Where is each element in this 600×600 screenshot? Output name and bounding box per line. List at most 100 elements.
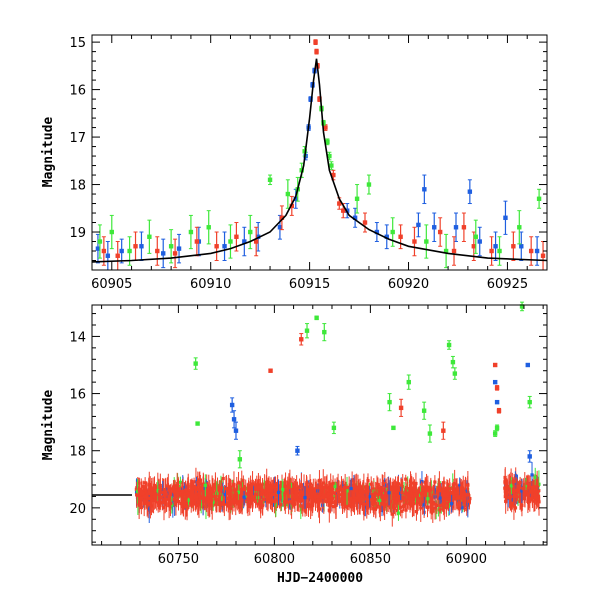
- band-point: [158, 479, 162, 504]
- band-point: [347, 500, 351, 511]
- blue-data-point: [494, 399, 500, 405]
- green-data-point: [450, 355, 456, 369]
- band-point: [198, 487, 202, 506]
- band-point: [205, 488, 209, 509]
- red-data-point: [253, 226, 259, 257]
- band-point: [360, 484, 364, 496]
- blue-data-point: [242, 226, 247, 257]
- red-data-point: [299, 333, 304, 346]
- green-data-point: [109, 214, 114, 250]
- band-point: [322, 488, 326, 514]
- band-point: [531, 481, 535, 502]
- blue-data-point: [374, 222, 380, 243]
- band-point: [218, 480, 222, 501]
- band-point: [295, 481, 300, 497]
- red-data-point: [133, 231, 138, 262]
- x-tick-label: 60750: [158, 552, 199, 567]
- band-point: [453, 469, 457, 499]
- red-data-point: [528, 236, 534, 266]
- band-point: [304, 496, 308, 514]
- green-data-point: [497, 236, 502, 266]
- band-point: [245, 483, 250, 505]
- green-data-point: [387, 393, 392, 412]
- model-curve: [91, 58, 548, 263]
- band-point: [156, 493, 160, 513]
- green-data-point: [452, 367, 458, 380]
- x-tick-label: 60925: [487, 277, 528, 292]
- bottom-panel: 60750 60800 60850 60900 14 16 18 20 Magnitude H…: [41, 301, 548, 586]
- blue-data-point: [493, 231, 498, 262]
- band-point: [364, 482, 368, 492]
- band-point: [362, 484, 366, 501]
- band-point: [396, 475, 401, 492]
- green-data-point: [443, 233, 449, 269]
- band-point: [345, 476, 349, 505]
- band-point: [289, 488, 293, 516]
- band-point: [147, 471, 151, 498]
- band-point: [400, 478, 404, 507]
- red-data-point: [101, 236, 107, 266]
- band-point: [352, 487, 356, 513]
- band-point: [366, 476, 370, 506]
- band-point: [381, 474, 385, 493]
- blue-data-point: [384, 224, 389, 250]
- band-point: [152, 483, 156, 510]
- band-point: [232, 471, 236, 498]
- band-point: [410, 491, 414, 501]
- blue-data-point: [119, 238, 124, 264]
- band-point: [419, 493, 423, 522]
- green-data-point: [322, 323, 327, 342]
- band-point: [217, 494, 221, 512]
- band-point: [357, 479, 361, 502]
- band-point: [414, 472, 418, 495]
- band-point: [307, 485, 311, 497]
- blue-data-point: [519, 231, 524, 262]
- band-point: [396, 505, 401, 521]
- band-point: [190, 478, 194, 506]
- blue-data-point: [527, 450, 532, 463]
- band-point: [339, 481, 343, 494]
- band-point: [168, 484, 172, 506]
- band-point: [360, 482, 365, 510]
- red-data-point: [437, 217, 443, 247]
- band-point: [204, 483, 208, 511]
- blue-data-point: [139, 231, 144, 262]
- band-point: [201, 487, 205, 510]
- band-point: [242, 491, 246, 504]
- band-point: [181, 483, 185, 511]
- red-data-point: [314, 48, 319, 55]
- top-panel-axes: 60905 60910 60915 60920 60925 15 16 17 18 19: [69, 35, 548, 292]
- green-data-point: [147, 219, 152, 254]
- band-point: [312, 496, 316, 506]
- band-point: [458, 500, 462, 512]
- band-point: [141, 482, 145, 505]
- band-point: [191, 485, 195, 503]
- band-point: [183, 488, 187, 501]
- band-point: [137, 477, 141, 489]
- band-point: [526, 489, 530, 514]
- blue-data-point: [477, 226, 482, 257]
- y-tick-label: 16: [69, 84, 86, 99]
- green-data-point: [195, 421, 200, 426]
- band-point: [269, 483, 274, 495]
- band-point: [237, 484, 241, 501]
- blue-data-point: [432, 212, 437, 243]
- green-data-point: [314, 315, 319, 321]
- band-point: [412, 488, 416, 511]
- band-point: [164, 492, 168, 507]
- band-point: [507, 487, 512, 509]
- band-point: [228, 486, 232, 498]
- band-point: [251, 488, 255, 506]
- band-point: [523, 480, 527, 503]
- red-data-point: [289, 195, 295, 216]
- band-point: [186, 487, 191, 498]
- red-data-point: [511, 231, 516, 262]
- band-point: [252, 485, 256, 495]
- y-tick-label: 16: [69, 388, 86, 403]
- band-point: [273, 476, 278, 493]
- green-data-point: [188, 214, 194, 250]
- band-point: [527, 475, 531, 494]
- red-data-point: [496, 407, 502, 414]
- band-point: [221, 473, 225, 484]
- red-data-point: [268, 368, 273, 373]
